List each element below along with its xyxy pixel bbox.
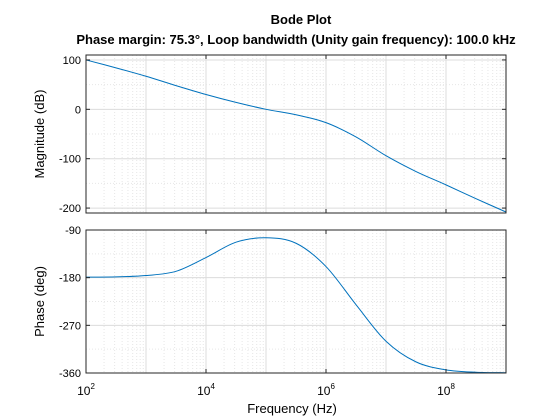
frequency-x-tick-label: 108 (437, 382, 455, 398)
phase-axes-frame (85, 229, 507, 374)
x-tick-exponent: 8 (450, 382, 455, 391)
frequency-x-tick-label: 102 (77, 382, 95, 398)
phase-y-axis-label: Phase (deg) (32, 266, 47, 337)
magnitude-series-line (85, 59, 507, 213)
magnitude-grid (85, 55, 506, 213)
phase-grid (85, 229, 506, 374)
magnitude-tick-marks (85, 55, 506, 213)
x-tick-exponent: 6 (330, 382, 335, 391)
x-tick-base: 10 (317, 384, 331, 398)
x-tick-base: 10 (197, 384, 211, 398)
magnitude-y-axis-label: Magnitude (dB) (32, 90, 47, 179)
phase-y-tick-label: -360 (59, 368, 81, 380)
phase-y-tick-labels: -90 -180 -270 -360 (59, 225, 81, 380)
magnitude-y-tick-label: -200 (59, 203, 81, 215)
phase-tick-marks (85, 229, 506, 374)
phase-series-line (85, 237, 507, 374)
figure-subtitle: Phase margin: 75.3°, Loop bandwidth (Uni… (76, 32, 516, 47)
magnitude-y-tick-label: -100 (59, 154, 81, 166)
x-tick-base: 10 (77, 384, 91, 398)
x-tick-exponent: 4 (210, 382, 215, 391)
magnitude-y-tick-label: 100 (63, 55, 81, 67)
phase-x-tick-labels: 102 104 106 108 (77, 382, 455, 398)
magnitude-y-tick-labels: 100 0 -100 -200 (59, 55, 81, 215)
frequency-x-axis-label: Frequency (Hz) (247, 401, 337, 416)
magnitude-axes: 100 0 -100 -200 Magnitude (dB) (32, 54, 507, 215)
phase-axes: -90-180-270-360 102 104 106 108 Phase (deg)… (32, 225, 507, 416)
magnitude-axes-frame (85, 54, 507, 214)
x-tick-base: 10 (437, 384, 451, 398)
figure-title: Bode Plot (271, 12, 332, 27)
x-tick-exponent: 2 (90, 382, 95, 391)
frequency-x-tick-label: 104 (197, 382, 215, 398)
phase-y-tick-label: -90 (65, 225, 81, 237)
magnitude-y-tick-label: 0 (75, 104, 81, 116)
frequency-x-tick-label: 106 (317, 382, 335, 398)
phase-y-tick-label: -270 (59, 320, 81, 332)
phase-y-tick-label: -180 (59, 273, 81, 285)
